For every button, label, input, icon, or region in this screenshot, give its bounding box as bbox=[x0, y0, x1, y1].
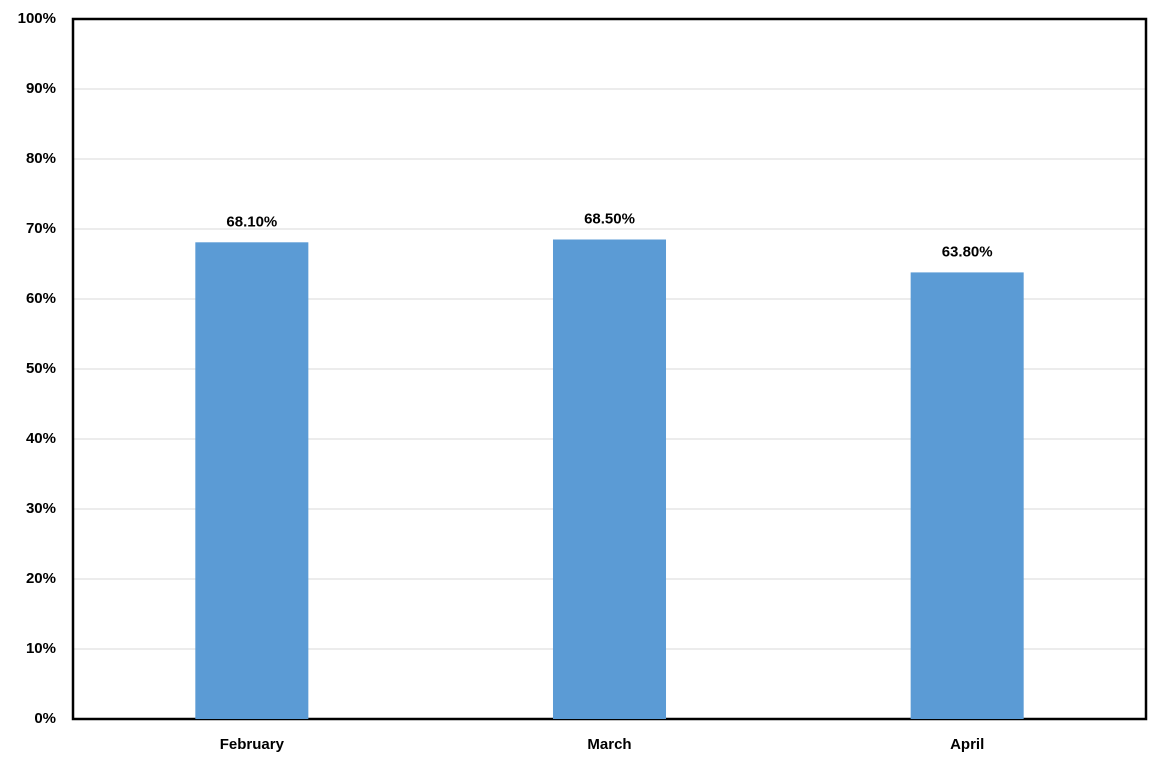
x-tick-label: April bbox=[950, 736, 984, 753]
y-tick-label: 30% bbox=[26, 500, 56, 517]
bar bbox=[552, 239, 667, 719]
y-tick-label: 20% bbox=[26, 570, 56, 587]
y-tick-label: 90% bbox=[26, 80, 56, 97]
x-tick-label: March bbox=[587, 736, 631, 753]
value-label: 68.50% bbox=[584, 210, 635, 227]
y-tick-label: 60% bbox=[26, 290, 56, 307]
x-tick-label: February bbox=[220, 736, 285, 753]
bar bbox=[910, 272, 1024, 719]
value-label: 68.10% bbox=[226, 213, 277, 230]
y-tick-label: 50% bbox=[26, 360, 56, 377]
bar bbox=[195, 242, 309, 720]
y-tick-label: 10% bbox=[26, 640, 56, 657]
y-tick-label: 0% bbox=[34, 710, 56, 727]
y-tick-label: 70% bbox=[26, 220, 56, 237]
value-label: 63.80% bbox=[942, 243, 993, 260]
y-tick-label: 40% bbox=[26, 430, 56, 447]
y-tick-label: 100% bbox=[18, 10, 56, 27]
y-tick-label: 80% bbox=[26, 150, 56, 167]
